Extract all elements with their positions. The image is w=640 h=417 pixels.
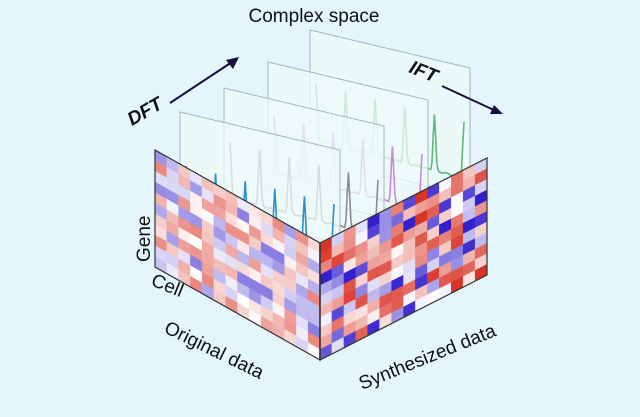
dft-label: DFT [124,93,168,130]
ift-arrow [441,85,497,112]
ift-arrow-head [490,105,503,114]
original-data-label: Original data [161,318,267,384]
complex-space-label: Complex space [249,6,380,27]
gene-axis-label: Gene [134,216,155,262]
synthesized-data-heatmap [319,157,488,361]
dft-arrow [169,61,233,104]
dft-arrow-head [226,57,239,69]
original-data-heatmap [154,148,321,362]
synthesized-data-label: Synthesized data [356,320,499,394]
